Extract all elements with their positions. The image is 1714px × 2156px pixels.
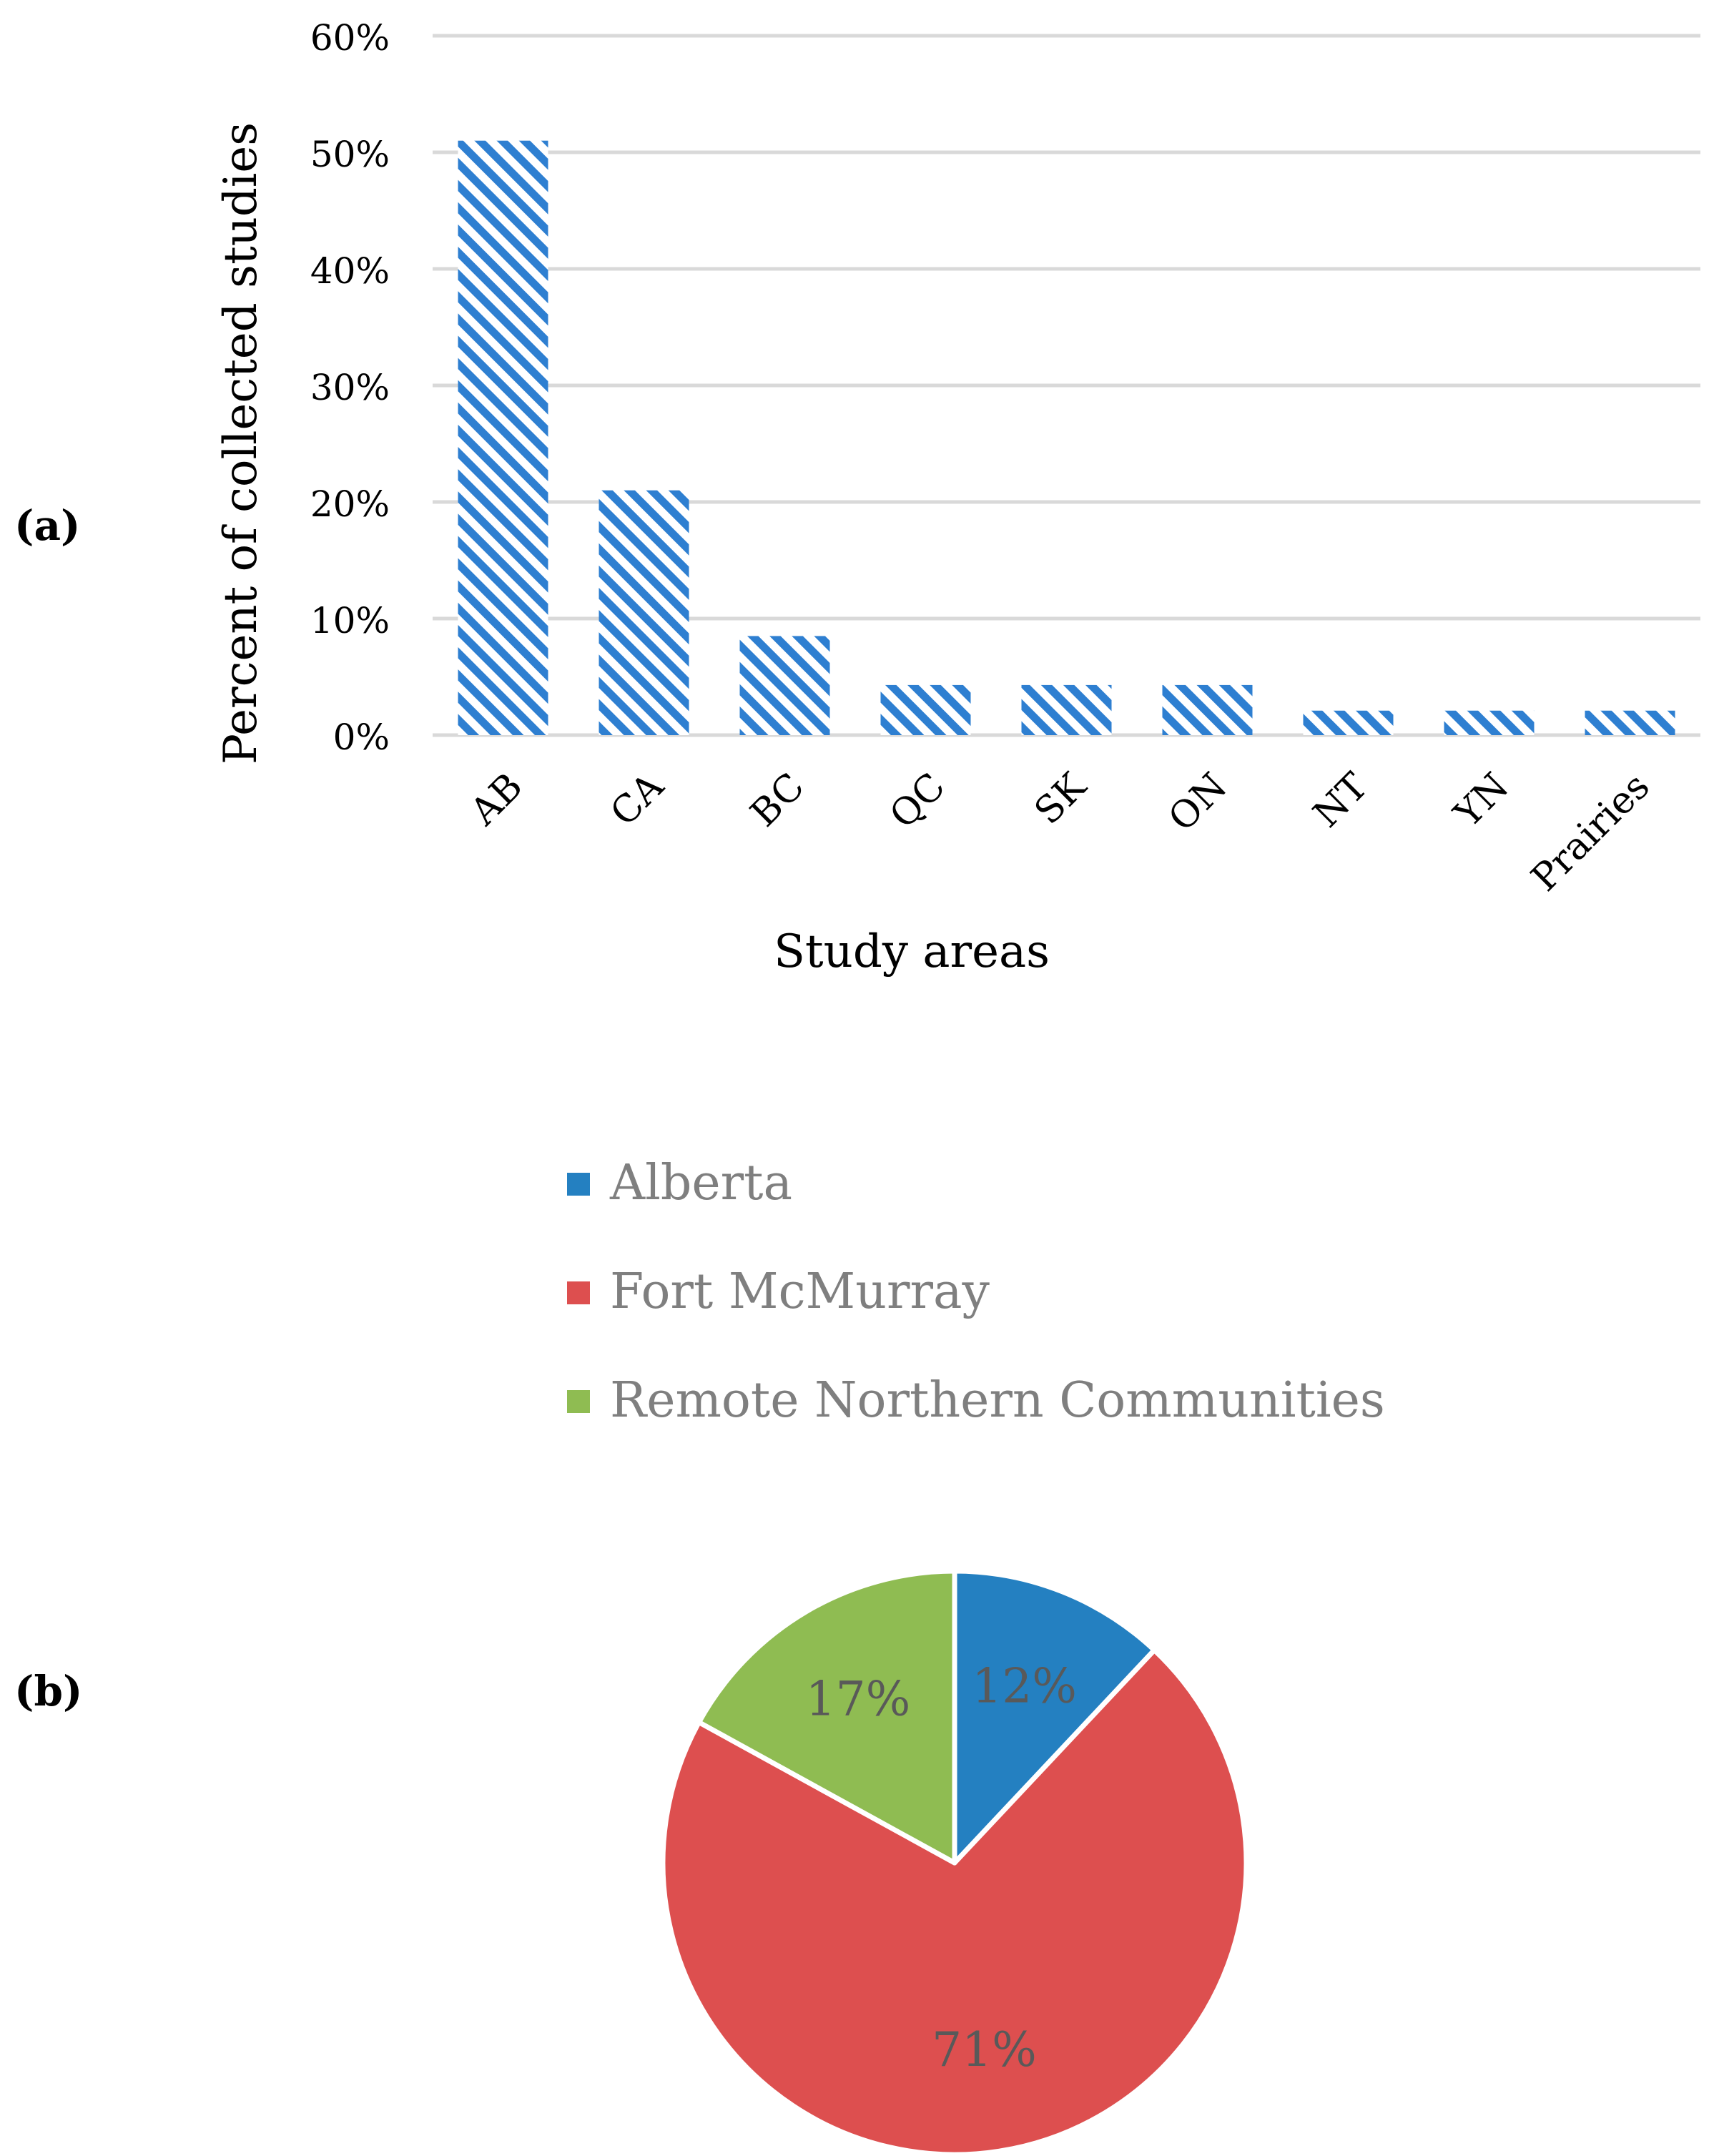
pie-value-label: 71% (932, 2022, 1037, 2077)
x-tick-label: QC (882, 765, 954, 837)
pie-legend: Alberta Fort McMurray Remote Northern Comm… (567, 1155, 1385, 1429)
x-tick-label: SK (1027, 764, 1095, 833)
y-tick-label: 0% (333, 717, 390, 758)
bar (880, 684, 971, 735)
legend-swatch (567, 1173, 590, 1196)
y-tick-label: 10% (310, 600, 390, 641)
legend-swatch (567, 1390, 590, 1413)
pie-slice (952, 1568, 1157, 1866)
x-tick-label: YN (1446, 765, 1517, 837)
bar (1585, 710, 1675, 735)
legend-label: Fort McMurray (610, 1264, 990, 1320)
bar (1444, 710, 1535, 735)
bar (1021, 684, 1112, 735)
legend-label: Alberta (609, 1155, 792, 1211)
y-tick-label: 60% (310, 17, 390, 59)
pie-chart-panel: (b) Alberta Fort McMurray Remote Northern … (14, 1155, 1385, 2156)
legend-swatch (567, 1281, 590, 1304)
bar (1303, 710, 1394, 735)
x-tick-label: NT (1306, 765, 1376, 836)
panel-label-b: (b) (14, 1667, 82, 1716)
x-tick-label: AB (462, 765, 531, 835)
y-axis-label: Percent of collected studies (215, 122, 267, 764)
bar-series (458, 140, 1675, 735)
x-tick-label: BC (742, 765, 812, 835)
pie-slices (660, 1568, 1249, 2156)
panel-label-a: (a) (14, 501, 80, 550)
y-tick-label: 50% (310, 134, 390, 175)
y-tick-label: 30% (310, 367, 390, 408)
y-tick-label: 40% (310, 250, 390, 292)
x-axis-ticks: AB CA BC QC SK ON NT YN Prairies (462, 764, 1658, 900)
legend-label: Remote Northern Communities (610, 1372, 1385, 1429)
y-tick-label: 20% (310, 483, 390, 525)
pie-slice (660, 1648, 1249, 2156)
y-axis-ticks: 0% 10% 20% 30% 40% 50% 60% (310, 17, 390, 758)
x-axis-label: Study areas (774, 925, 1050, 978)
pie-slice (696, 1568, 957, 1866)
bar-chart-panel: (a) 0% 10% 20% 30% 40% 50% 60% AB CA BC QC SK ON NT Y… (14, 17, 1700, 978)
bar (739, 636, 830, 735)
x-tick-label: Prairies (1523, 765, 1658, 900)
bar (1162, 684, 1253, 735)
pie-value-labels: 12% 71% 17% (806, 1658, 1077, 2077)
x-tick-label: ON (1161, 765, 1236, 840)
pie-value-label: 17% (806, 1672, 911, 1727)
pie-value-label: 12% (972, 1658, 1077, 1713)
bar (458, 140, 548, 735)
bar (599, 490, 689, 735)
x-tick-label: CA (603, 764, 673, 835)
